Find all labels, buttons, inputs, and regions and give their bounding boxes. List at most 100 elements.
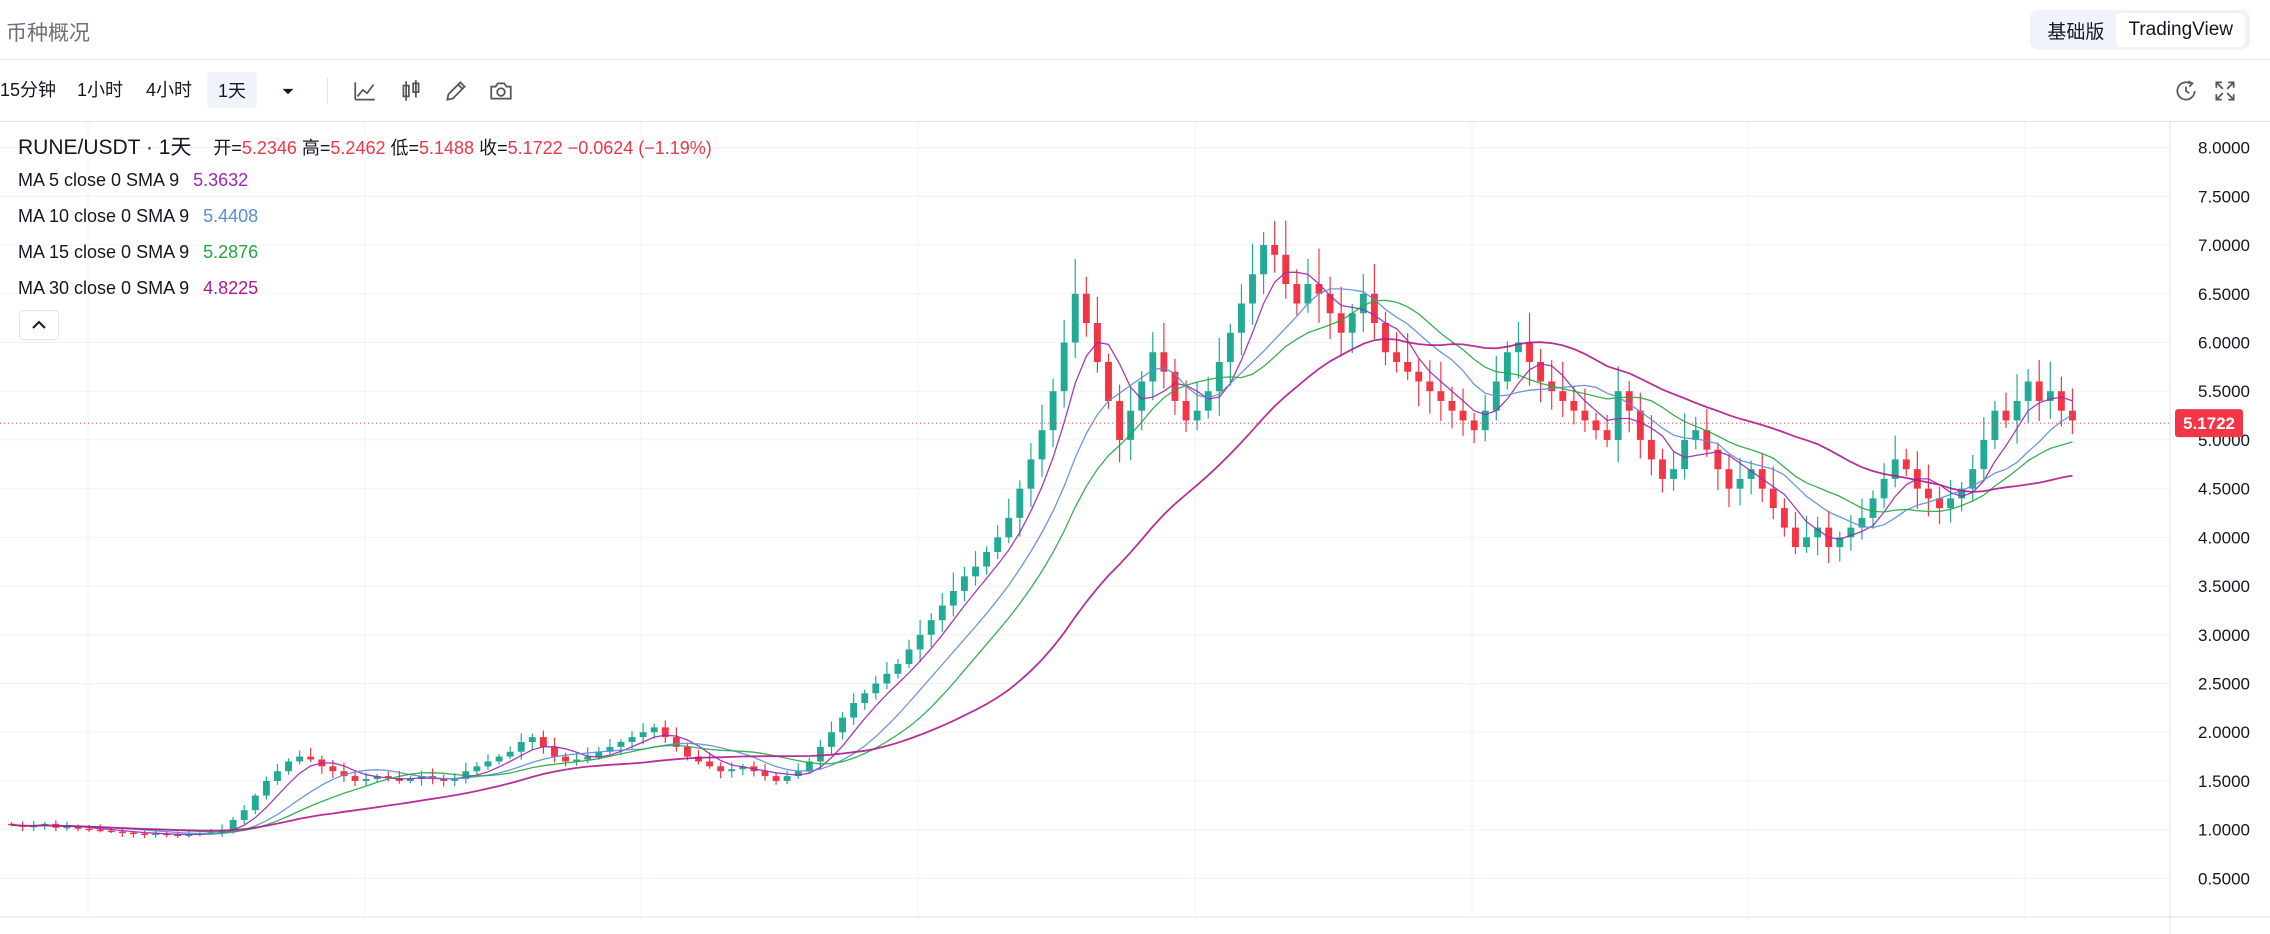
- candle-body[interactable]: [517, 741, 525, 752]
- candle-body[interactable]: [1326, 293, 1334, 314]
- candle-body[interactable]: [1736, 478, 1744, 489]
- candle-body[interactable]: [1958, 488, 1966, 499]
- candle-body[interactable]: [1215, 361, 1223, 392]
- candle-body[interactable]: [1448, 400, 1456, 411]
- candle-body[interactable]: [1537, 361, 1545, 382]
- candle-body[interactable]: [174, 834, 182, 837]
- candle-body[interactable]: [63, 826, 71, 829]
- candle-body[interactable]: [1869, 498, 1877, 518]
- candle-body[interactable]: [1337, 313, 1345, 333]
- candle-body[interactable]: [2024, 381, 2032, 401]
- candle-body[interactable]: [1559, 391, 1567, 401]
- candle-body[interactable]: [1193, 410, 1201, 421]
- candle-body[interactable]: [285, 761, 292, 772]
- timeframe-4h[interactable]: 4小时: [146, 80, 193, 100]
- candle-body[interactable]: [1249, 274, 1256, 304]
- candle-body[interactable]: [539, 737, 547, 747]
- candle-type-icon[interactable]: [398, 78, 424, 104]
- candle-body[interactable]: [1847, 527, 1855, 538]
- candle-body[interactable]: [1625, 391, 1633, 411]
- draw-icon[interactable]: [443, 78, 469, 104]
- candle-body[interactable]: [129, 832, 137, 835]
- candle-body[interactable]: [1947, 498, 1955, 509]
- candle-body[interactable]: [1703, 430, 1711, 450]
- candle-body[interactable]: [1348, 313, 1356, 333]
- ma5-legend[interactable]: MA 5 close 0 SMA 9 5.3632: [18, 170, 248, 191]
- candle-body[interactable]: [695, 756, 702, 762]
- candle-body[interactable]: [1370, 293, 1378, 323]
- candle-body[interactable]: [152, 833, 160, 836]
- candle-body[interactable]: [1659, 459, 1666, 479]
- candle-body[interactable]: [1060, 342, 1068, 392]
- timeframe-15m[interactable]: 15分钟: [0, 80, 57, 100]
- candle-body[interactable]: [296, 756, 304, 762]
- candle-body[interactable]: [85, 828, 93, 831]
- candle-body[interactable]: [2035, 381, 2043, 401]
- fullscreen-icon[interactable]: [2212, 78, 2238, 104]
- candle-body[interactable]: [1293, 284, 1301, 304]
- candle-body[interactable]: [2002, 410, 2010, 421]
- candle-body[interactable]: [373, 776, 381, 779]
- price-chart[interactable]: 8.00007.50007.00006.50006.00005.50005.00…: [0, 122, 2270, 934]
- timeframe-1d[interactable]: 1天: [207, 72, 258, 108]
- candle-body[interactable]: [1769, 488, 1777, 509]
- candle-body[interactable]: [240, 810, 248, 820]
- candle-body[interactable]: [1304, 284, 1312, 304]
- candle-body[interactable]: [506, 751, 514, 757]
- candle-body[interactable]: [816, 746, 824, 762]
- candle-body[interactable]: [107, 830, 115, 833]
- candle-body[interactable]: [1891, 459, 1899, 479]
- candle-body[interactable]: [1503, 352, 1511, 382]
- candle-body[interactable]: [1902, 459, 1910, 470]
- candle-body[interactable]: [1636, 410, 1644, 440]
- candle-body[interactable]: [1116, 400, 1123, 440]
- candle-body[interactable]: [274, 771, 281, 781]
- candle-body[interactable]: [1526, 342, 1533, 362]
- candle-body[interactable]: [1570, 400, 1578, 411]
- candle-body[interactable]: [1149, 352, 1157, 382]
- candle-body[interactable]: [74, 826, 82, 829]
- candle-body[interactable]: [329, 766, 337, 772]
- candle-body[interactable]: [927, 620, 935, 635]
- candle-body[interactable]: [949, 590, 957, 606]
- candle-body[interactable]: [1437, 391, 1445, 401]
- candle-body[interactable]: [141, 833, 148, 836]
- candle-body[interactable]: [1171, 371, 1179, 401]
- candle-body[interactable]: [1814, 527, 1822, 538]
- candle-body[interactable]: [617, 741, 625, 747]
- candle-body[interactable]: [1747, 469, 1755, 479]
- candle-body[interactable]: [1670, 469, 1678, 479]
- candle-body[interactable]: [1692, 430, 1700, 440]
- candle-body[interactable]: [628, 737, 636, 742]
- candle-body[interactable]: [683, 746, 691, 757]
- candle-body[interactable]: [473, 766, 481, 772]
- candle-body[interactable]: [1803, 537, 1810, 548]
- candle-body[interactable]: [484, 761, 492, 767]
- candle-body[interactable]: [1426, 381, 1434, 392]
- candle-body[interactable]: [362, 779, 370, 781]
- candle-body[interactable]: [262, 780, 270, 796]
- candle-body[interactable]: [1459, 410, 1467, 421]
- candle-body[interactable]: [1016, 488, 1024, 518]
- candle-body[interactable]: [1991, 410, 1999, 440]
- candle-body[interactable]: [861, 693, 869, 703]
- candle-body[interactable]: [1359, 293, 1367, 314]
- candle-body[interactable]: [1049, 391, 1057, 431]
- candle-body[interactable]: [1038, 430, 1046, 460]
- candle-body[interactable]: [340, 771, 348, 777]
- candle-body[interactable]: [1836, 537, 1844, 548]
- ma15-legend[interactable]: MA 15 close 0 SMA 9 5.2876: [18, 242, 258, 263]
- candle-body[interactable]: [2069, 410, 2076, 421]
- mode-basic-button[interactable]: 基础版: [2047, 21, 2105, 43]
- candle-body[interactable]: [406, 779, 414, 781]
- candle-body[interactable]: [1936, 498, 1943, 509]
- candle-body[interactable]: [384, 776, 392, 779]
- candle-body[interactable]: [772, 776, 780, 781]
- candle-body[interactable]: [1071, 293, 1079, 343]
- candle-body[interactable]: [1714, 449, 1722, 470]
- candle-body[interactable]: [1780, 508, 1788, 528]
- candle-body[interactable]: [728, 769, 736, 772]
- candle-body[interactable]: [717, 766, 725, 772]
- ma10-legend[interactable]: MA 10 close 0 SMA 9 5.4408: [18, 206, 258, 227]
- legend-collapse-button[interactable]: [19, 310, 59, 340]
